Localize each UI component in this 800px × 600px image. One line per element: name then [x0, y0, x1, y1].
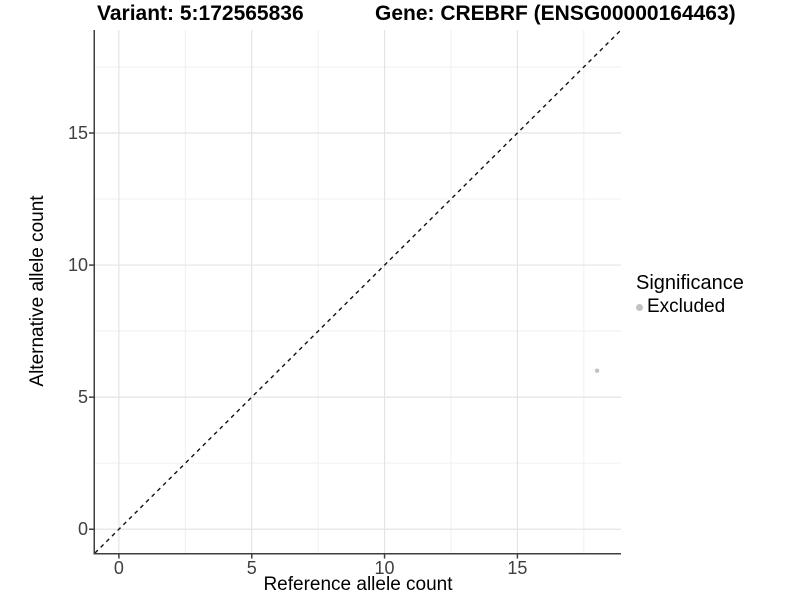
identity-dashed-line [94, 29, 622, 554]
x-tick-label: 5 [246, 558, 257, 578]
legend-item-label: Excluded [647, 296, 726, 317]
variant-title: Variant: 5:172565836 [97, 2, 304, 25]
data-point [594, 368, 600, 373]
legend-title: Significance [636, 272, 744, 294]
y-tick-label: 0 [77, 519, 88, 540]
plot-area-svg [89, 29, 622, 559]
x-axis-title: Reference allele count [263, 574, 453, 595]
x-tick-label: 0 [113, 558, 124, 578]
y-tick-label: 5 [77, 387, 88, 408]
y-tick-label: 10 [67, 255, 88, 276]
x-tick-label: 15 [507, 558, 528, 578]
y-tick-label: 15 [67, 123, 88, 143]
legend: Significance Excluded [636, 270, 744, 318]
y-axis-title: Alternative allele count [27, 195, 48, 387]
excluded-point-icon [636, 303, 643, 311]
plot-panel [89, 29, 622, 559]
x-tick-label: 10 [374, 558, 395, 578]
legend-item-excluded: Excluded [636, 296, 744, 318]
gene-title: Gene: CREBRF (ENSG00000164463) [375, 2, 736, 25]
